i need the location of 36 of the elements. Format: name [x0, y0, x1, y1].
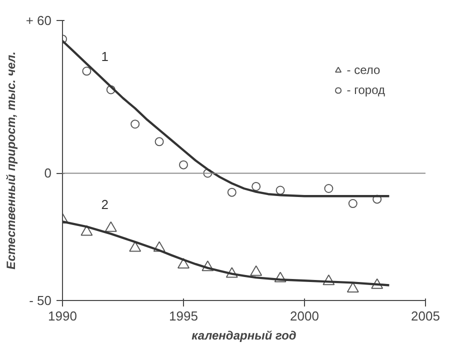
y-tick-label: - 50	[29, 293, 52, 308]
point	[106, 85, 116, 94]
y-tick-label: 0	[44, 166, 52, 181]
point	[130, 120, 140, 129]
point	[348, 199, 358, 208]
y-axis-title: Естественный прирост, тыс. чел.	[4, 52, 18, 270]
legend-label: - село	[346, 63, 380, 77]
annotation: 1	[101, 49, 109, 64]
point	[324, 184, 334, 193]
y-tick-label: + 60	[26, 13, 52, 28]
x-tick-label: 1990	[48, 308, 77, 324]
point	[276, 186, 285, 195]
point	[250, 265, 262, 276]
point	[371, 278, 384, 289]
x-tick-label: 2005	[411, 308, 440, 324]
point	[104, 221, 117, 232]
x-tick-label: 2000	[290, 308, 319, 324]
point	[178, 258, 190, 269]
point	[153, 241, 166, 252]
point	[226, 267, 238, 278]
x-tick-label: 1995	[169, 308, 198, 324]
legend-label: - город	[346, 83, 385, 97]
point	[372, 194, 382, 204]
point	[274, 272, 286, 282]
x-axis-title: календарный год	[192, 328, 296, 342]
point	[252, 182, 261, 191]
point	[154, 137, 164, 146]
point	[227, 188, 236, 197]
point	[179, 160, 188, 170]
point	[322, 274, 335, 286]
point	[80, 225, 93, 236]
annotation: 2	[101, 196, 109, 212]
point	[129, 241, 142, 252]
point	[82, 66, 92, 76]
line-series	[62, 40, 390, 198]
point	[202, 260, 214, 272]
